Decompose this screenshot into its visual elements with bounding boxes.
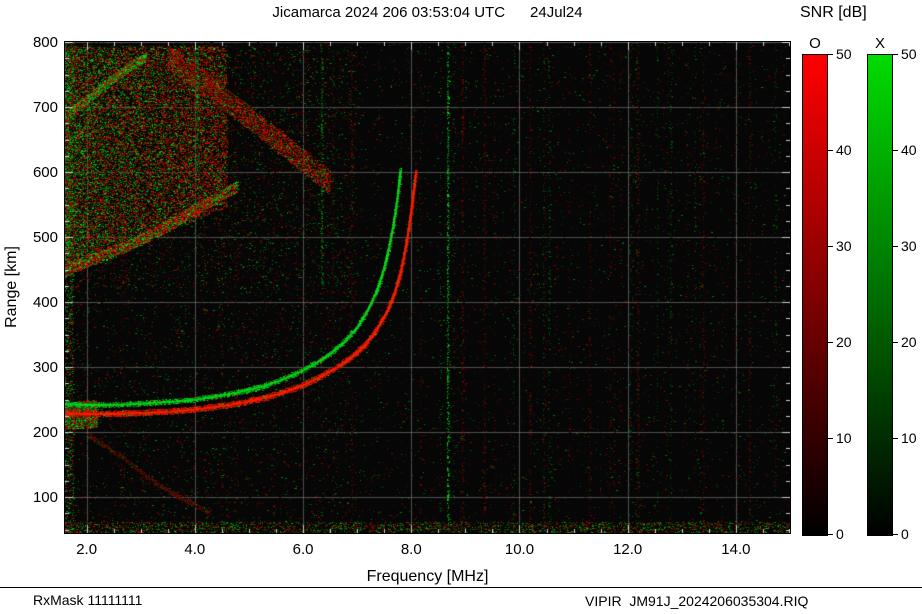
colorbar-tick-label: 50 bbox=[836, 46, 852, 62]
colorbar-tick-label: 20 bbox=[901, 334, 917, 350]
x-tick-label: 6.0 bbox=[292, 541, 314, 558]
colorbar-tick-label: 20 bbox=[836, 334, 852, 350]
colorbar-tick-dash bbox=[893, 150, 898, 151]
y-tick-label: 100 bbox=[32, 489, 58, 507]
x-axis-label: Frequency [MHz] bbox=[366, 568, 489, 585]
file-text: VIPIR JM91J_2024206035304.RIQ bbox=[585, 593, 809, 609]
y-tick-label: 700 bbox=[32, 99, 58, 117]
footer-rule bbox=[0, 587, 922, 588]
colorbar-tick-dash bbox=[893, 534, 898, 535]
y-tick-label: 500 bbox=[32, 229, 58, 247]
x-tick-label: 2.0 bbox=[76, 541, 98, 558]
ionogram-canvas bbox=[65, 42, 790, 533]
colorbar-tick-dash bbox=[893, 54, 898, 55]
colorbar-tick-label: 0 bbox=[836, 526, 844, 542]
x-tick-label: 8.0 bbox=[400, 541, 422, 558]
y-tick-label: 800 bbox=[32, 34, 58, 51]
colorbar-tick-label: 40 bbox=[836, 142, 852, 158]
plot-frame bbox=[64, 41, 791, 534]
colorbar-tick-dash bbox=[893, 438, 898, 439]
chart-title: Jicamarca 2024 206 03:53:04 UTC 24Jul24 bbox=[272, 4, 583, 21]
x-tick-label: 14.0 bbox=[721, 541, 751, 558]
colorbar-tick-dash bbox=[828, 534, 833, 535]
colorbar-tick-label: 0 bbox=[901, 526, 909, 542]
y-tick-label: 300 bbox=[32, 359, 58, 377]
colorbar-tick-dash bbox=[893, 246, 898, 247]
x-tick-label: 12.0 bbox=[613, 541, 643, 558]
colorbar-title: SNR [dB] bbox=[800, 4, 867, 21]
colorbar-tick-dash bbox=[828, 54, 833, 55]
y-tick-label: 400 bbox=[32, 294, 58, 312]
colorbar-tick-label: 30 bbox=[836, 238, 852, 254]
x-mode-label: X bbox=[874, 35, 885, 52]
colorbar-tick-dash bbox=[828, 342, 833, 343]
colorbar-tick-dash bbox=[893, 342, 898, 343]
colorbar-tick-label: 30 bbox=[901, 238, 917, 254]
colorbar-tick-label: 10 bbox=[901, 430, 917, 446]
colorbar-tick-dash bbox=[828, 246, 833, 247]
x-colorbar bbox=[867, 54, 893, 536]
rxmask-text: RxMask 11111111 bbox=[33, 592, 143, 608]
colorbar-tick-label: 10 bbox=[836, 430, 852, 446]
y-tick-label: 200 bbox=[32, 424, 58, 442]
colorbar-tick-label: 50 bbox=[901, 46, 917, 62]
colorbar-tick-dash bbox=[828, 438, 833, 439]
colorbar-tick-dash bbox=[828, 150, 833, 151]
colorbar-tick-label: 40 bbox=[901, 142, 917, 158]
y-tick-label: 600 bbox=[32, 164, 58, 182]
x-tick-label: 10.0 bbox=[504, 541, 535, 558]
o-mode-label: O bbox=[809, 35, 821, 52]
o-colorbar bbox=[802, 54, 828, 536]
x-tick-label: 4.0 bbox=[184, 541, 206, 558]
y-axis-label: Range [km] bbox=[3, 246, 20, 328]
